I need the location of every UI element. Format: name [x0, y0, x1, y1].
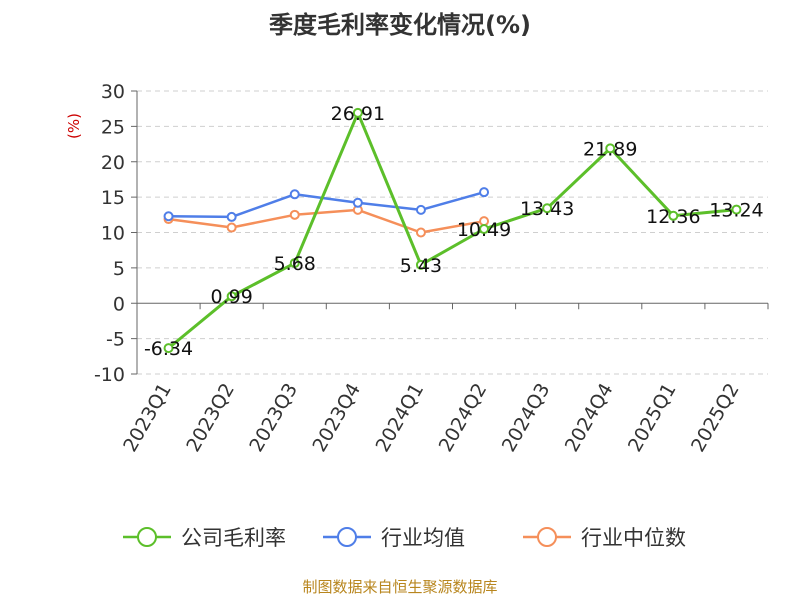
x-tick-label: 2024Q1	[372, 380, 429, 456]
x-tick-label: 2025Q1	[624, 380, 681, 456]
data-point	[226, 211, 237, 222]
y-tick-label: 15	[101, 187, 125, 209]
data-label: 12.36	[646, 206, 700, 228]
data-point	[163, 343, 174, 354]
legend-label: 行业均值	[381, 526, 465, 550]
y-tick-label: 10	[101, 223, 125, 245]
data-point	[415, 227, 426, 238]
source-note: 制图数据来自恒生聚源数据库	[302, 578, 497, 596]
y-tick-label: 20	[101, 152, 125, 174]
series-line	[167, 111, 737, 350]
x-tick-label: 2024Q3	[498, 380, 555, 456]
data-label: 26.91	[331, 103, 385, 125]
data-point	[226, 291, 237, 302]
legend: 公司毛利率 行业均值 行业中位数	[123, 526, 686, 550]
chart-title: 季度毛利率变化情况(%)	[269, 11, 531, 39]
x-tick-label: 2023Q4	[308, 380, 365, 456]
data-point	[352, 197, 363, 208]
data-label: 5.68	[274, 253, 316, 275]
legend-item: 行业中位数	[523, 526, 686, 550]
data-point	[289, 189, 300, 200]
y-tick-label: -10	[94, 364, 125, 386]
data-label: -6.34	[144, 338, 193, 360]
data-point	[415, 204, 426, 215]
data-point	[226, 222, 237, 233]
data-label: 10.49	[457, 219, 511, 241]
data-point	[605, 143, 616, 154]
data-point	[542, 203, 553, 214]
y-tick-label: -5	[106, 329, 125, 351]
legend-marker	[537, 527, 557, 547]
data-point	[352, 107, 363, 118]
y-tick-label: 0	[113, 293, 125, 315]
data-point	[289, 258, 300, 269]
legend-label: 行业中位数	[581, 526, 686, 550]
legend-marker	[137, 527, 157, 547]
y-tick-label: 25	[101, 116, 125, 138]
data-label: 5.43	[400, 255, 442, 277]
x-tick-label: 2024Q2	[435, 380, 492, 456]
y-axis-label: (%)	[65, 113, 83, 139]
data-point	[415, 259, 426, 270]
legend-item: 公司毛利率	[123, 526, 286, 550]
data-point	[289, 209, 300, 220]
x-tick-label: 2023Q1	[119, 380, 176, 456]
data-label: 13.24	[709, 200, 763, 222]
data-point	[479, 224, 490, 235]
data-label: 13.43	[520, 198, 574, 220]
legend-item: 行业均值	[323, 526, 465, 550]
x-tick-label: 2025Q2	[687, 380, 744, 456]
series-line	[168, 190, 485, 219]
data-point	[163, 211, 174, 222]
y-tick-label: 30	[101, 81, 125, 103]
legend-label: 公司毛利率	[181, 526, 286, 550]
data-point	[731, 204, 742, 215]
legend-marker	[337, 527, 357, 547]
y-tick-label: 5	[113, 258, 125, 280]
series-line	[168, 208, 485, 234]
data-label: 21.89	[583, 138, 637, 160]
x-tick-label: 2023Q2	[182, 380, 239, 456]
grid-lines	[137, 90, 768, 375]
x-tick-label: 2024Q4	[561, 380, 618, 456]
data-point	[668, 210, 679, 221]
data-label: 0.99	[210, 286, 252, 308]
data-labels: -6.34 0.99 5.68 26.91 5.43 10.49 13.43 21.89 12.…	[144, 103, 764, 360]
x-tick-label: 2023Q3	[245, 380, 302, 456]
series-layer	[163, 107, 742, 354]
data-point	[479, 187, 490, 198]
